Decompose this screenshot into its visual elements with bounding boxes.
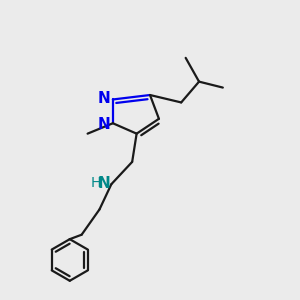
Text: N: N bbox=[98, 117, 110, 132]
Text: N: N bbox=[98, 176, 110, 191]
Text: N: N bbox=[98, 91, 110, 106]
Text: H: H bbox=[91, 176, 101, 190]
